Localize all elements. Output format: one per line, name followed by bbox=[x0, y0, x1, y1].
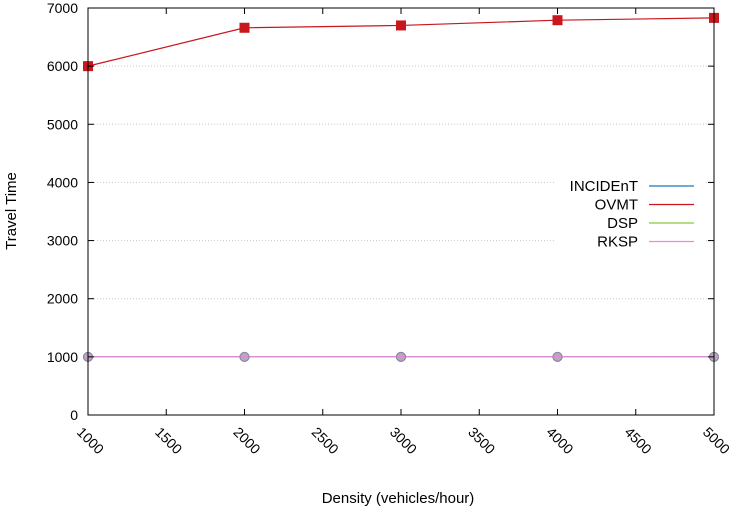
data-point bbox=[396, 351, 406, 362]
data-point bbox=[552, 351, 563, 362]
x-tick-label: 1500 bbox=[152, 424, 185, 457]
y-tick-label: 2000 bbox=[47, 291, 78, 307]
y-axis-label: Travel Time bbox=[3, 172, 20, 250]
legend-label: INCIDEnT bbox=[570, 178, 638, 195]
data-point bbox=[396, 20, 406, 31]
x-tick-label: 1000 bbox=[74, 424, 107, 457]
data-point bbox=[239, 22, 250, 33]
x-tick-label: 4000 bbox=[543, 424, 576, 457]
data-point bbox=[239, 351, 250, 362]
x-axis-label: Density (vehicles/hour) bbox=[322, 490, 475, 507]
y-tick-label: 3000 bbox=[47, 233, 78, 249]
y-tick-label: 5000 bbox=[47, 116, 78, 132]
data-point bbox=[552, 15, 563, 26]
x-tick-label: 3000 bbox=[387, 424, 420, 457]
y-tick-label: 0 bbox=[70, 407, 78, 423]
x-tick-label: 2000 bbox=[230, 424, 263, 457]
legend-label: RKSP bbox=[597, 234, 638, 251]
y-tick-label: 7000 bbox=[47, 0, 78, 16]
y-tick-label: 1000 bbox=[47, 349, 78, 365]
series-rksp bbox=[83, 351, 719, 362]
y-tick-label: 4000 bbox=[47, 174, 78, 190]
legend-label: DSP bbox=[607, 215, 638, 232]
x-tick-label: 4500 bbox=[622, 424, 655, 457]
x-tick-label: 2500 bbox=[309, 424, 342, 457]
x-tick-label: 3500 bbox=[465, 424, 498, 457]
series-ovmt bbox=[83, 12, 719, 72]
y-axis: 0 1000 2000 3000 4000 5000 6000 7000 bbox=[47, 0, 714, 423]
y-tick-label: 6000 bbox=[47, 58, 78, 74]
x-tick-label: 5000 bbox=[700, 424, 733, 457]
legend-label: OVMT bbox=[595, 197, 638, 214]
